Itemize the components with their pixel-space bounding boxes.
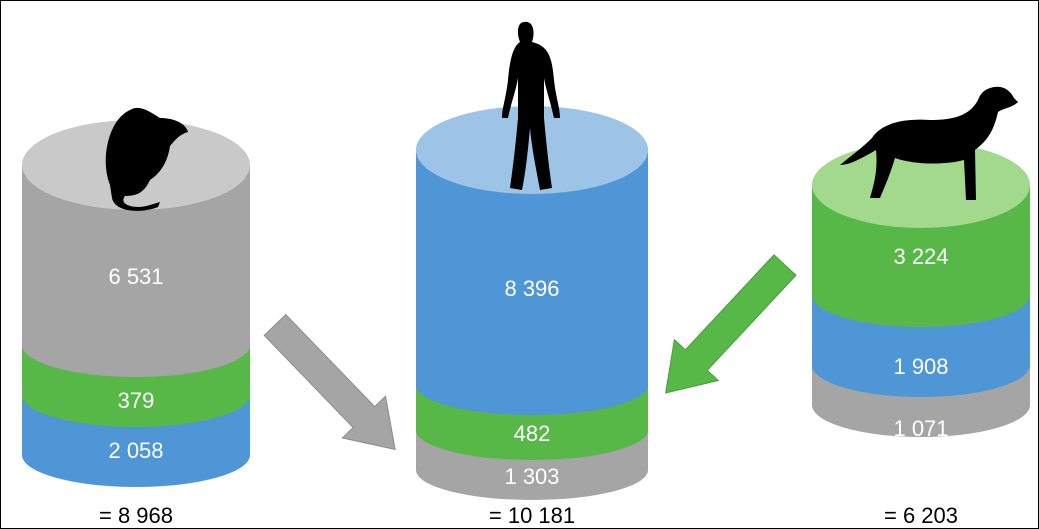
segment-label: 1 303 bbox=[504, 464, 559, 489]
segment-label: 6 531 bbox=[108, 264, 163, 289]
dog-silhouette bbox=[840, 86, 1018, 200]
cylinder-top bbox=[416, 106, 648, 194]
segment-label: 482 bbox=[514, 421, 551, 446]
cylinder-dog: 3 224 1 908 1 071 = 6 203 bbox=[812, 86, 1030, 528]
segment-label: 3 224 bbox=[893, 244, 948, 269]
segment bbox=[416, 150, 648, 415]
segment-label: 1 071 bbox=[893, 416, 948, 441]
total-label: = 10 181 bbox=[489, 503, 575, 528]
segment-label: 1 908 bbox=[893, 354, 948, 379]
segment-label: 2 058 bbox=[108, 438, 163, 463]
human-silhouette bbox=[502, 21, 560, 190]
segment-label: 8 396 bbox=[504, 276, 559, 301]
cylinder-rat: 6 531 379 2 058 = 8 968 bbox=[22, 107, 250, 528]
segment bbox=[22, 165, 250, 377]
rat-silhouette bbox=[105, 107, 188, 211]
total-label: = 6 203 bbox=[884, 503, 958, 528]
segment-label: 379 bbox=[118, 388, 155, 413]
total-label: = 8 968 bbox=[99, 503, 173, 528]
arrow-green bbox=[665, 254, 797, 394]
arrow-gray bbox=[263, 313, 396, 451]
cylinder-human: 8 396 482 1 303 = 10 181 bbox=[416, 21, 648, 528]
cylinder-top bbox=[812, 142, 1030, 228]
